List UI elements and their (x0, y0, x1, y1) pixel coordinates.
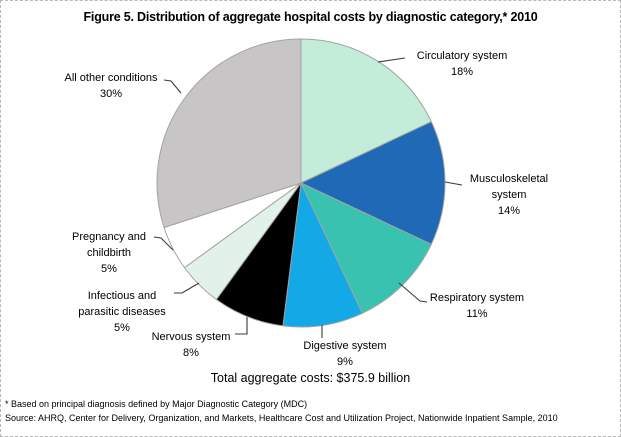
footnote-source: Source: AHRQ, Center for Delivery, Organ… (5, 413, 558, 423)
pie-slice-digestive (282, 182, 363, 328)
leader-line-circulatory (377, 57, 406, 63)
leader-line-nervous (235, 317, 248, 335)
pie-slice-musculoskeletal (300, 121, 446, 245)
footnote-asterisk: * Based on principal diagnosis defined b… (5, 399, 308, 409)
leader-line-pregnancy (153, 236, 174, 251)
pie-slice-all_other (156, 38, 302, 228)
leader-line-musculoskeletal (444, 181, 463, 186)
leader-line-all_other (163, 79, 182, 94)
leader-line-respiratory (398, 282, 428, 303)
footnotes: * Based on principal diagnosis defined b… (5, 397, 618, 425)
chart-title: Figure 5. Distribution of aggregate hosp… (83, 10, 538, 24)
total-costs-label: Total aggregate costs: $375.9 billion (210, 371, 411, 385)
pie-slice-respiratory (300, 182, 432, 314)
leader-line-infectious (174, 282, 200, 294)
